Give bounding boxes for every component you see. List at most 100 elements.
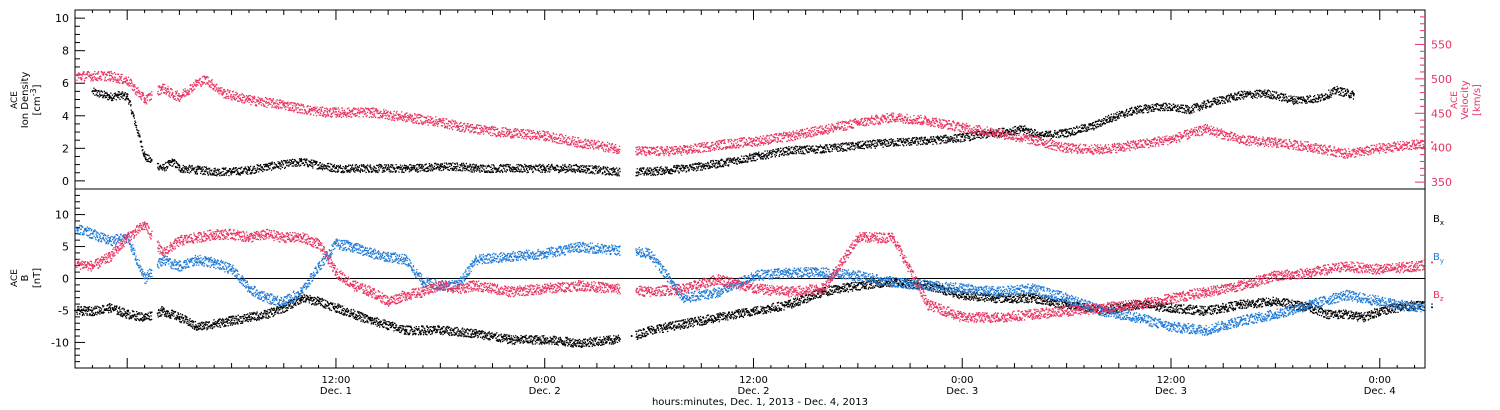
velocity-point (217, 87, 220, 89)
velocity-point (201, 84, 203, 86)
density-point (746, 161, 749, 163)
density-marker (1213, 100, 1216, 103)
density-point (356, 169, 358, 171)
density-point (586, 170, 588, 172)
velocity-point (83, 72, 85, 74)
velocity-point (97, 73, 99, 75)
density-point (1317, 94, 1319, 96)
velocity-point (270, 103, 272, 105)
density-point (748, 158, 750, 160)
density-point (341, 171, 343, 174)
density-point (1230, 93, 1232, 95)
density-point (657, 171, 659, 173)
density-point (189, 166, 191, 168)
density-point (908, 144, 911, 146)
density-point (800, 150, 802, 153)
density-point (910, 141, 912, 144)
velocity-point (184, 95, 186, 97)
density-point (311, 162, 313, 164)
density-point (1302, 99, 1304, 102)
density-point (749, 157, 751, 159)
density-point (841, 142, 844, 144)
velocity-point (177, 97, 179, 99)
density-point (881, 144, 883, 146)
density-point (737, 157, 740, 159)
density-point (1070, 127, 1072, 130)
density-point (203, 166, 205, 168)
density-point (805, 149, 807, 151)
density-point (454, 166, 456, 168)
density-point (665, 168, 667, 170)
density-point (224, 168, 226, 171)
density-point (109, 96, 112, 99)
density-point (807, 151, 810, 153)
density-point (388, 165, 390, 167)
density-point (804, 153, 806, 155)
density-point (558, 171, 560, 174)
velocity-point (343, 109, 345, 111)
density-point (938, 139, 940, 141)
density-point (950, 138, 952, 140)
velocity-point (342, 111, 344, 114)
density-point (1283, 96, 1286, 98)
density-point (800, 152, 802, 154)
density-point (237, 167, 239, 170)
density-point (671, 172, 673, 175)
density-point (192, 167, 194, 169)
density-point (1217, 99, 1219, 101)
density-point (898, 140, 900, 142)
density-point (1043, 136, 1045, 138)
density-point (1055, 132, 1057, 135)
velocity-point (80, 76, 82, 79)
density-point (167, 166, 169, 168)
velocity-point (296, 103, 298, 105)
velocity-series (74, 70, 1433, 159)
density-point (1345, 94, 1347, 96)
density-point (1229, 101, 1231, 103)
density-point (383, 169, 385, 171)
velocity-point (272, 98, 274, 100)
density-point (1133, 107, 1136, 109)
density-point (264, 166, 266, 168)
density-point (953, 134, 955, 136)
density-point (1199, 108, 1201, 110)
density-point (1179, 106, 1181, 108)
density-point (843, 143, 845, 145)
velocity-point (117, 78, 119, 80)
velocity-point (304, 111, 307, 113)
density-point (839, 147, 841, 149)
density-point (552, 166, 554, 168)
density-point (1093, 129, 1095, 131)
density-point (795, 152, 797, 154)
density-point (685, 165, 687, 167)
velocity-point (232, 90, 234, 92)
density-point (813, 148, 816, 150)
density-point (310, 162, 312, 164)
density-point (933, 138, 935, 140)
density-point (576, 170, 579, 172)
density-point (749, 154, 751, 156)
density-point (1291, 96, 1293, 98)
velocity-point (212, 89, 215, 91)
density-point (1212, 103, 1214, 105)
density-point (531, 166, 533, 168)
density-point (1140, 110, 1142, 112)
density-point (347, 169, 349, 171)
density-point (425, 170, 427, 172)
density-point (924, 138, 926, 140)
density-point (181, 171, 183, 173)
velocity-point (321, 114, 324, 116)
density-point (452, 168, 454, 170)
density-point (982, 137, 984, 139)
density-point (785, 146, 787, 148)
density-point (921, 139, 924, 142)
density-point (493, 167, 496, 169)
density-point (1203, 100, 1205, 102)
density-point (833, 145, 836, 147)
density-point (1333, 88, 1335, 90)
density-point (1069, 128, 1071, 130)
density-point (573, 164, 575, 167)
density-point (782, 150, 785, 152)
velocity-point (299, 105, 301, 107)
velocity-point (256, 101, 259, 103)
